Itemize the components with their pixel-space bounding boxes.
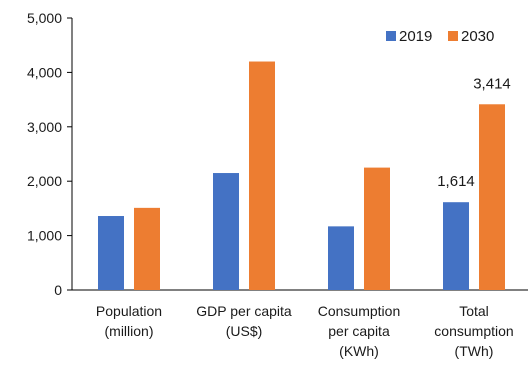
data-label: 3,414: [473, 75, 511, 92]
bars: [98, 61, 505, 290]
bar-2030-1: [249, 61, 275, 290]
category-label: Population (million): [96, 303, 162, 339]
y-tick-label: 4,000: [27, 64, 62, 80]
category-label: Consumption per capita (KWh): [318, 303, 401, 359]
bar-2030-3: [479, 104, 505, 290]
data-labels: 1,614 3,414: [437, 75, 511, 190]
category-labels: Population (million) GDP per capita (US$) Co…: [96, 303, 514, 359]
bar-2019-1: [213, 173, 239, 290]
axes: 0 1,000 2,000 3,000 4,000 5,000: [27, 10, 528, 298]
y-tick-label: 2,000: [27, 173, 62, 189]
bar-2019-2: [328, 226, 354, 290]
category-label: Total consumption (TWh): [434, 303, 513, 359]
legend-swatch: [386, 31, 396, 41]
y-tick-label: 5,000: [27, 10, 62, 26]
bar-2019-3: [443, 202, 469, 290]
bar-2030-0: [134, 207, 160, 290]
bar-2030-2: [364, 167, 390, 290]
y-tick-label: 3,000: [27, 119, 62, 135]
bar-2019-0: [98, 216, 124, 290]
data-label: 1,614: [437, 173, 475, 190]
y-tick-label: 1,000: [27, 228, 62, 244]
legend-swatch: [448, 31, 458, 41]
legend-label: 2019: [399, 28, 432, 45]
category-label: GDP per capita (US$): [196, 303, 292, 339]
legend-label: 2030: [461, 28, 494, 45]
y-tick-label: 0: [54, 282, 62, 298]
legend: 2019 2030: [386, 28, 494, 45]
